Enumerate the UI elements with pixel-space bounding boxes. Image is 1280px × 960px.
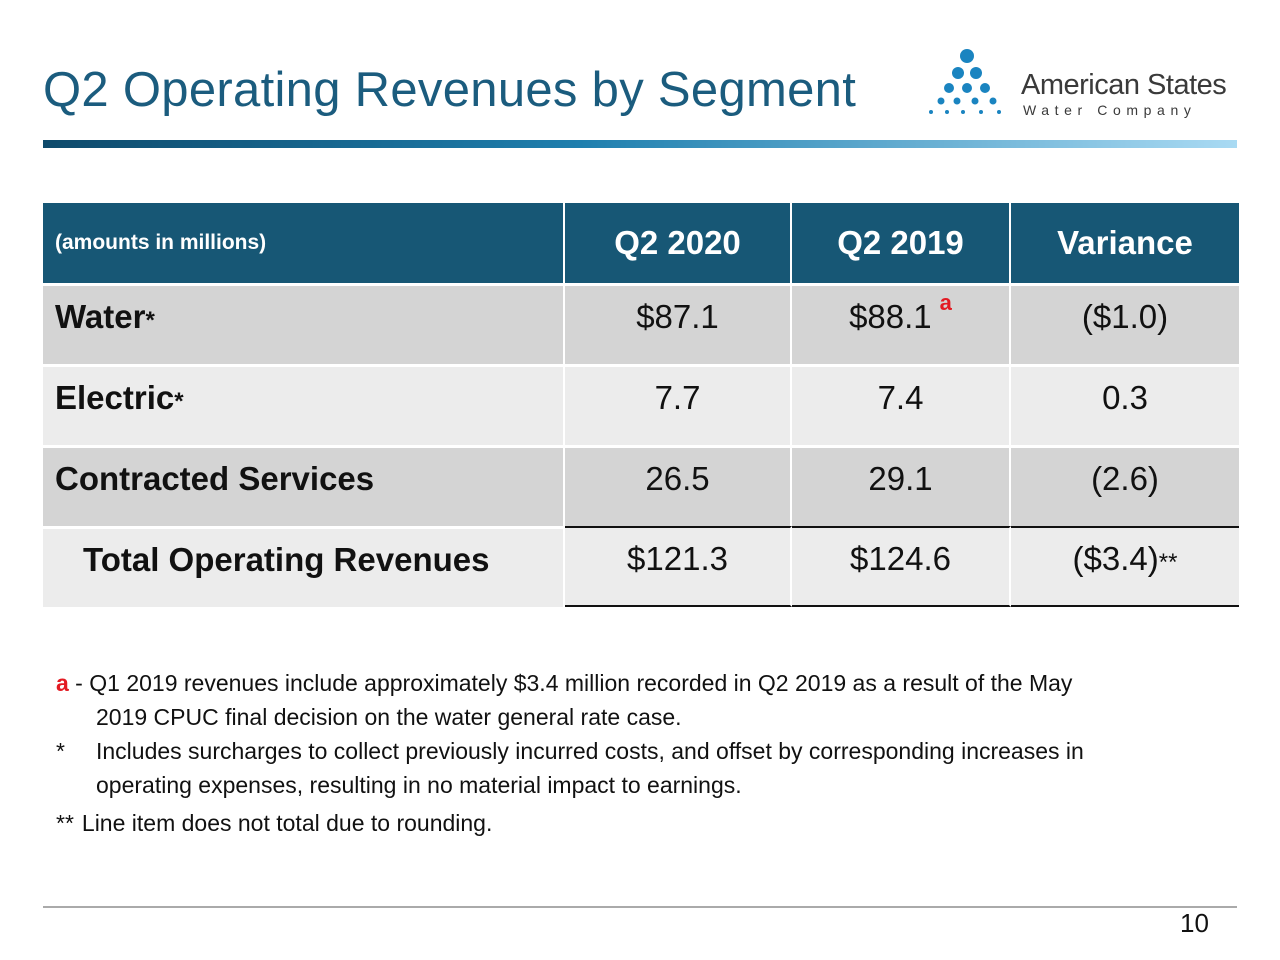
footnote-star: * Includes surcharges to collect previous… bbox=[56, 734, 1084, 768]
row-label: Electric bbox=[55, 379, 175, 416]
logo-subtitle: Water Company bbox=[1023, 102, 1197, 118]
header-units: (amounts in millions) bbox=[43, 203, 565, 283]
footnote-a-marker: a bbox=[939, 290, 952, 315]
cell-q2-2020: 26.5 bbox=[565, 445, 792, 526]
title-gradient-bar bbox=[43, 140, 1237, 148]
logo-name: American States bbox=[1021, 69, 1227, 101]
cell-q2-2019: 7.4 bbox=[792, 364, 1011, 445]
table-row: Water* $87.1 $88.1 a ($1.0) bbox=[43, 283, 1239, 364]
row-mark: * bbox=[145, 307, 155, 334]
footnote-marker: * bbox=[56, 738, 65, 764]
cell-q2-2020: 7.7 bbox=[565, 364, 792, 445]
cell-q2-2019: 29.1 bbox=[792, 445, 1011, 526]
row-label: Contracted Services bbox=[43, 445, 565, 526]
table-header: (amounts in millions) Q2 2020 Q2 2019 Va… bbox=[43, 203, 1239, 283]
total-q2-2020: $121.3 bbox=[565, 526, 792, 607]
footnote-text: Line item does not total due to rounding… bbox=[81, 810, 493, 836]
company-logo: American States Water Company bbox=[925, 45, 1245, 125]
total-mark: ** bbox=[1158, 549, 1178, 576]
page-title: Q2 Operating Revenues by Segment bbox=[43, 63, 857, 117]
footnote-text: Q1 2019 revenues include approximately $… bbox=[89, 670, 1073, 696]
page-number: 10 bbox=[1180, 908, 1209, 938]
footer-divider bbox=[43, 906, 1237, 908]
footnote-text: operating expenses, resulting in no mate… bbox=[96, 772, 742, 798]
table-row: Contracted Services 26.5 29.1 (2.6) bbox=[43, 445, 1239, 526]
total-variance: ($3.4) bbox=[1072, 540, 1159, 577]
cell-variance: ($1.0) bbox=[1011, 283, 1239, 364]
footnote-text: Includes surcharges to collect previousl… bbox=[96, 738, 1084, 764]
header-variance: Variance bbox=[1011, 203, 1239, 283]
table-row: Electric* 7.7 7.4 0.3 bbox=[43, 364, 1239, 445]
cell-q2-2020: $87.1 bbox=[565, 283, 792, 364]
footnote-marker: a bbox=[56, 670, 69, 696]
total-q2-2019: $124.6 bbox=[792, 526, 1011, 607]
footnote-sep: - bbox=[68, 670, 90, 696]
cell-q2-2019: $88.1 bbox=[849, 298, 932, 335]
footnote-text: 2019 CPUC final decision on the water ge… bbox=[96, 704, 682, 730]
cell-variance: 0.3 bbox=[1011, 364, 1239, 445]
header-q2-2019: Q2 2019 bbox=[792, 203, 1011, 283]
row-label: Water bbox=[55, 298, 146, 335]
water-drops-logo-icon bbox=[929, 49, 1001, 114]
footnote-marker: ** bbox=[56, 810, 74, 836]
total-label: Total Operating Revenues bbox=[43, 526, 565, 607]
revenue-table: (amounts in millions) Q2 2020 Q2 2019 Va… bbox=[43, 203, 1239, 607]
header-q2-2020: Q2 2020 bbox=[565, 203, 792, 283]
total-row: Total Operating Revenues $121.3 $124.6 (… bbox=[43, 526, 1239, 607]
footnote-a: a - Q1 2019 revenues include approximate… bbox=[56, 666, 1084, 700]
cell-variance: (2.6) bbox=[1011, 445, 1239, 526]
footnote-double-star: ** Line item does not total due to roundi… bbox=[56, 806, 1084, 840]
row-mark: * bbox=[174, 388, 184, 415]
footnotes: a - Q1 2019 revenues include approximate… bbox=[56, 666, 1084, 840]
